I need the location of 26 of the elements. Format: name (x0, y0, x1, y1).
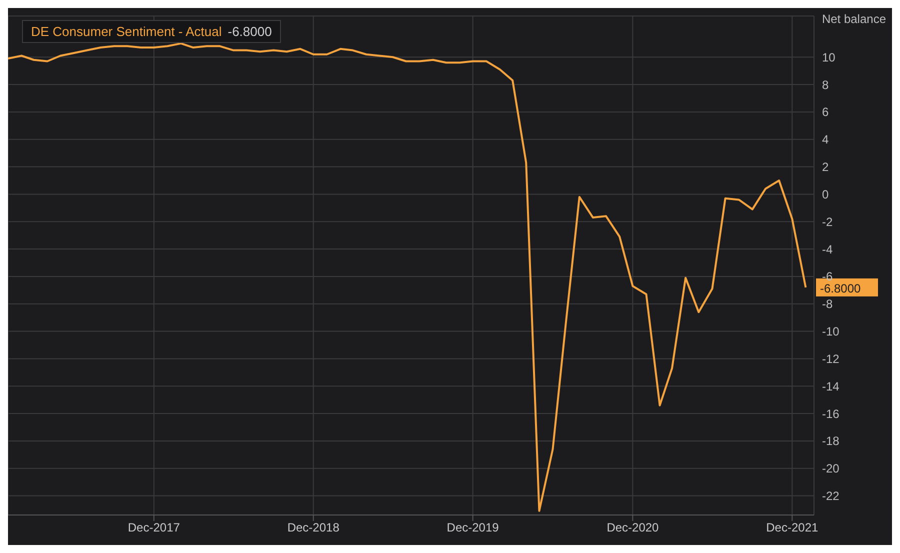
x-tick-label: Dec-2018 (287, 520, 340, 535)
y-tick-label: 0 (822, 187, 829, 202)
x-tick-label: Dec-2019 (446, 520, 500, 535)
y-tick-label: -14 (822, 379, 840, 394)
y-tick-label: 2 (822, 160, 829, 174)
y-tick-label: -12 (822, 352, 840, 366)
y-tick-label: -10 (822, 324, 840, 339)
annotation: -6.8000 (228, 24, 272, 39)
annotation: -6.8000 (820, 281, 862, 296)
y-axis-title: Net balance (822, 12, 886, 26)
y-tick-label: 10 (822, 50, 836, 64)
y-tick-label: -4 (822, 242, 833, 256)
y-tick-label: -8 (822, 297, 833, 312)
y-tick-label: -20 (822, 462, 840, 476)
y-tick-label: 4 (822, 132, 829, 147)
y-tick-label: 6 (822, 105, 829, 120)
line-series (8, 42, 807, 512)
y-tick-label: -18 (822, 434, 840, 448)
y-tick-label: -22 (822, 489, 840, 504)
series-label: DE Consumer Sentiment - Actual (31, 24, 222, 39)
x-tick-label: Dec-2017 (128, 520, 180, 535)
x-tick-label: Dec-2020 (606, 520, 660, 535)
y-tick-label: -16 (822, 406, 840, 421)
x-tick-label: Dec-2021 (766, 520, 818, 535)
y-tick-label: 8 (822, 78, 829, 92)
y-tick-label: -2 (822, 214, 833, 229)
